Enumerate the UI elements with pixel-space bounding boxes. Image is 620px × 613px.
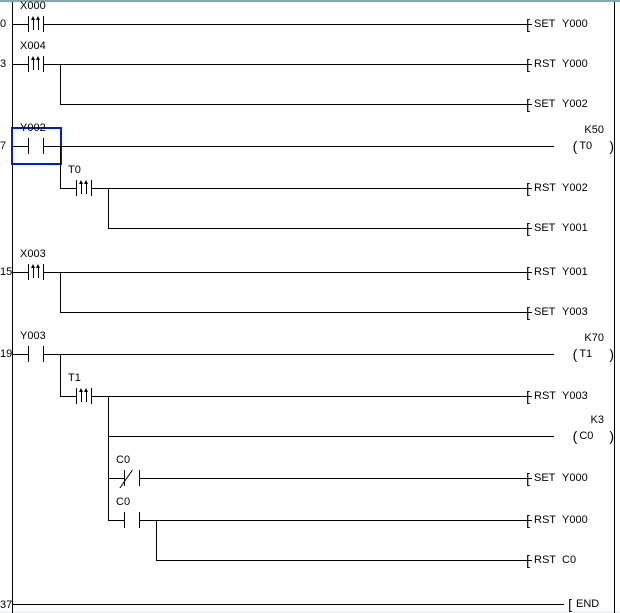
- cmd: RST: [534, 58, 562, 70]
- counter-k: K3: [591, 414, 604, 426]
- arg: Y003: [562, 390, 614, 402]
- output-set-y002: [ SET Y002: [526, 95, 614, 113]
- cmd: RST: [534, 266, 562, 278]
- contact-label: T0: [68, 164, 81, 176]
- contact-c0-no: C0: [108, 508, 156, 532]
- output-set-y003: [ SET Y003: [526, 303, 614, 321]
- contact-label: Y003: [20, 330, 46, 342]
- output-set-y000: [ SET Y000: [526, 15, 614, 33]
- contact-label: X004: [20, 40, 46, 52]
- wire: [60, 104, 532, 105]
- cmd: RST: [534, 390, 562, 402]
- cmd: SET: [534, 306, 562, 318]
- arg: Y003: [562, 306, 614, 318]
- wire: [108, 396, 532, 397]
- step-num: 37: [0, 599, 12, 611]
- cmd: SET: [534, 98, 562, 110]
- contact-y003: Y003: [12, 342, 60, 366]
- right-power-rail: [614, 2, 615, 613]
- wire: [156, 560, 532, 561]
- wire: [60, 24, 532, 25]
- timer-k: K50: [584, 124, 604, 136]
- cmd: END: [576, 598, 614, 610]
- wire: [108, 396, 109, 436]
- timer-name: T1: [579, 348, 599, 360]
- timer-name: T0: [579, 140, 599, 152]
- arg: Y001: [562, 266, 614, 278]
- arg: Y002: [562, 182, 614, 194]
- timer-t0: ( T0 K50 ): [573, 138, 614, 154]
- wire: [60, 312, 532, 313]
- step-num: 0: [0, 18, 6, 30]
- arg: Y002: [562, 98, 614, 110]
- cmd: RST: [534, 514, 562, 526]
- counter-c0: ( C0 K3 ): [573, 428, 614, 444]
- cmd: RST: [534, 554, 562, 566]
- step-num: 19: [0, 348, 12, 360]
- output-end: [ END: [568, 595, 614, 613]
- cmd: RST: [534, 182, 562, 194]
- cmd: SET: [534, 222, 562, 234]
- output-set-y000-2: [ SET Y000: [526, 469, 614, 487]
- wire: [108, 436, 554, 437]
- wire: [60, 354, 554, 355]
- timer-k: K70: [584, 332, 604, 344]
- wire: [108, 188, 532, 189]
- arg: Y000: [562, 472, 614, 484]
- wire: [156, 520, 157, 560]
- output-rst-y001: [ RST Y001: [526, 263, 614, 281]
- output-rst-y000-2: [ RST Y000: [526, 511, 614, 529]
- contact-label: X003: [20, 248, 46, 260]
- counter-name: C0: [579, 430, 599, 442]
- arg: C0: [562, 554, 614, 566]
- wire: [156, 478, 532, 479]
- contact-t0: T0: [60, 176, 108, 200]
- contact-label: T1: [68, 372, 81, 384]
- contact-t1: T1: [60, 384, 108, 408]
- wire: [108, 188, 109, 228]
- output-rst-y000: [ RST Y000: [526, 55, 614, 73]
- output-rst-c0: [ RST C0: [526, 551, 614, 569]
- wire: [156, 520, 532, 521]
- wire: [60, 64, 532, 65]
- left-power-rail: [12, 2, 13, 613]
- wire: [60, 272, 532, 273]
- output-rst-y003: [ RST Y003: [526, 387, 614, 405]
- contact-x003: X003: [12, 260, 60, 284]
- contact-x000: X000: [12, 12, 60, 36]
- timer-t1: ( T1 K70 ): [573, 346, 614, 362]
- cmd: SET: [534, 18, 562, 30]
- arg: Y001: [562, 222, 614, 234]
- contact-label: X000: [20, 0, 46, 12]
- step-num: 3: [0, 58, 6, 70]
- output-set-y001: [ SET Y001: [526, 219, 614, 237]
- wire: [108, 228, 532, 229]
- wire: [60, 64, 61, 104]
- wire: [60, 272, 61, 312]
- cmd: SET: [534, 472, 562, 484]
- contact-label: Y002: [20, 122, 46, 134]
- contact-x004: X004: [12, 52, 60, 76]
- step-num: 7: [0, 140, 6, 152]
- wire: [60, 146, 554, 147]
- contact-label: C0: [116, 454, 130, 466]
- arg: Y000: [562, 58, 614, 70]
- arg: Y000: [562, 18, 614, 30]
- step-num: 15: [0, 266, 12, 278]
- contact-label: C0: [116, 496, 130, 508]
- ladder-diagram: 0 3 7 15 19 37 X000 [ SET Y000 X004 [ RS…: [0, 0, 620, 611]
- contact-y002: Y002: [12, 134, 60, 158]
- wire: [12, 604, 564, 605]
- contact-c0-nc: C0: [108, 466, 156, 490]
- output-rst-y002: [ RST Y002: [526, 179, 614, 197]
- arg: Y000: [562, 514, 614, 526]
